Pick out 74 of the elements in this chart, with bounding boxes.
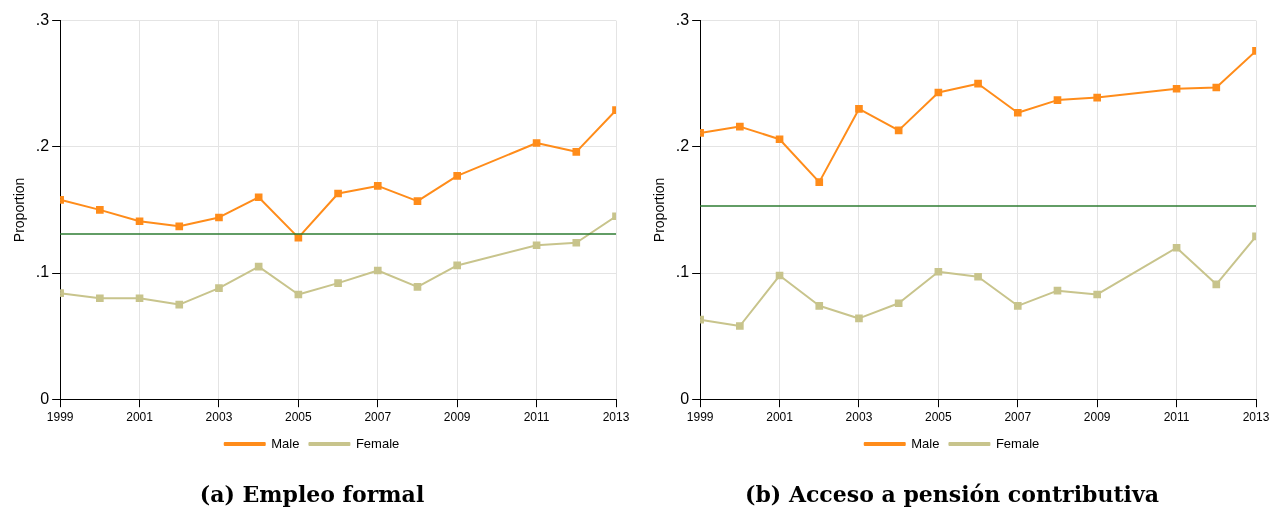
x-tick-label: 2003 [845, 409, 873, 424]
y-tick-label: .1 [675, 263, 690, 281]
point [855, 314, 863, 323]
point [96, 206, 104, 214]
legend-label: Male [911, 435, 940, 451]
y-tick-label: 0 [680, 389, 690, 407]
point [135, 294, 144, 303]
point [775, 135, 784, 144]
y-tick-label: .2 [35, 137, 50, 155]
x-tick-label: 2005 [925, 409, 953, 424]
point [894, 299, 903, 308]
point [334, 279, 342, 287]
point [135, 217, 144, 226]
point [413, 197, 422, 205]
y-axis-title: Proportion [651, 177, 668, 243]
point [974, 272, 982, 281]
point [1172, 243, 1181, 252]
x-tick-label: 1999 [46, 409, 74, 424]
point [1172, 84, 1181, 93]
point [736, 122, 744, 131]
point [215, 284, 223, 292]
legend-label: Female [995, 435, 1040, 451]
x-tick-label: 2011 [1163, 409, 1190, 424]
y-axis-title: Proportion [11, 177, 28, 243]
point [96, 294, 104, 303]
point [532, 139, 541, 147]
point [1013, 108, 1022, 117]
point [572, 238, 581, 247]
legend-label: Female [355, 435, 400, 451]
x-tick-label: 2009 [1083, 409, 1111, 424]
y-tick-label: .3 [675, 11, 690, 29]
point [373, 182, 382, 190]
point [175, 222, 184, 231]
x-tick-label: 2013 [602, 409, 630, 424]
y-tick-label: .1 [35, 263, 50, 281]
point [934, 267, 943, 276]
x-tick-label: 2005 [285, 409, 313, 424]
point [1093, 93, 1102, 102]
x-tick-label: 1999 [686, 409, 714, 424]
point [1013, 301, 1022, 310]
x-tick-label: 2007 [364, 409, 392, 424]
point [815, 178, 824, 186]
point [572, 148, 581, 156]
point [1212, 83, 1221, 92]
text: (b) Acceso a pensión contributiva [745, 480, 1159, 507]
y-tick-label: .3 [35, 11, 50, 29]
x-tick-label: 2009 [443, 409, 471, 424]
point [413, 283, 422, 291]
text: (a) Empleo formal [199, 480, 425, 507]
point [855, 105, 863, 113]
x-tick-label: 2001 [126, 409, 154, 424]
x-tick-label: 2013 [1242, 409, 1270, 424]
point [373, 266, 382, 275]
point [736, 322, 744, 330]
point [1093, 290, 1102, 299]
point [334, 189, 342, 198]
point [453, 261, 462, 270]
x-tick-label: 2007 [1004, 409, 1032, 424]
point [254, 262, 263, 271]
point [215, 213, 223, 222]
point [254, 193, 263, 202]
y-tick-label: 0 [40, 389, 50, 407]
point [453, 172, 462, 180]
point [815, 301, 824, 310]
x-tick-label: 2003 [205, 409, 233, 424]
y-tick-label: .2 [675, 137, 690, 155]
x-tick-label: 2011 [523, 409, 550, 424]
point [1053, 96, 1062, 104]
point [974, 79, 982, 88]
legend-label: Male [271, 435, 300, 451]
point [175, 300, 184, 309]
x-tick-label: 2001 [766, 409, 794, 424]
point [532, 241, 541, 250]
point [1212, 280, 1221, 289]
